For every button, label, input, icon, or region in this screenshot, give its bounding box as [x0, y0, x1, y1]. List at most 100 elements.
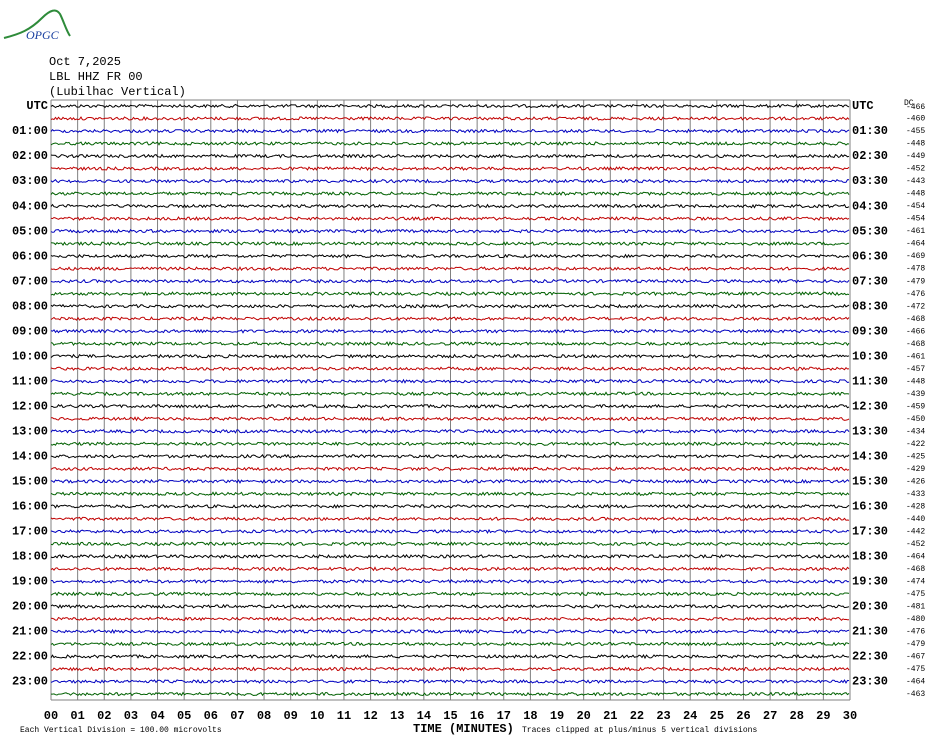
left-time-label: 22:00: [12, 650, 48, 664]
dc-offset: -426: [906, 477, 925, 486]
trace: [50, 115, 850, 121]
dc-offset: -480: [906, 615, 925, 624]
trace: [50, 328, 850, 334]
note: Each Vertical Division = 100.00 microvol…: [20, 726, 222, 735]
right-time-label: 22:30: [852, 650, 888, 664]
trace: [50, 566, 850, 572]
trace: [50, 266, 850, 272]
x-tick-label: 17: [497, 709, 511, 723]
dc-offset: -449: [906, 152, 925, 161]
x-tick-label: 12: [363, 709, 377, 723]
right-time-label: 01:30: [852, 124, 888, 138]
trace: [50, 553, 850, 559]
dc-offset: -474: [906, 578, 925, 587]
dc-offset: -472: [906, 302, 925, 311]
trace: [50, 541, 850, 547]
dc-offset: -454: [906, 202, 925, 211]
trace: [50, 466, 850, 472]
right-time-label: 17:30: [852, 525, 888, 539]
trace: [50, 616, 849, 622]
right-time-label: 02:30: [852, 149, 888, 163]
trace: [50, 228, 850, 234]
x-tick-label: 15: [443, 709, 457, 723]
trace: [50, 579, 850, 584]
trace: [50, 353, 850, 359]
right-time-label: 23:30: [852, 675, 888, 689]
right-time-label: 18:30: [852, 550, 888, 564]
trace: [50, 303, 850, 309]
x-tick-label: 11: [337, 709, 351, 723]
right-time-label: 06:30: [852, 249, 888, 263]
trace: [50, 391, 850, 397]
trace: [50, 341, 850, 347]
right-time-label: 13:30: [852, 424, 888, 438]
location: (Lubilhac Vertical): [49, 85, 186, 99]
dc-offset: -468: [906, 565, 925, 574]
dc-offset: -475: [906, 590, 925, 599]
dc-offset: -434: [906, 427, 925, 436]
right-time-label: 20:30: [852, 600, 888, 614]
date: Oct 7,2025: [49, 55, 121, 69]
trace: [50, 166, 850, 171]
trace: [50, 153, 850, 159]
left-time-label: 09:00: [12, 324, 48, 338]
dc-offset: -442: [906, 527, 925, 536]
right-time-label: 10:30: [852, 349, 888, 363]
dc-offset: -460: [906, 115, 925, 124]
left-time-label: 13:00: [12, 424, 48, 438]
trace: [50, 591, 850, 597]
left-time-label: 05:00: [12, 224, 48, 238]
x-tick-label: 02: [97, 709, 111, 723]
trace: [50, 278, 850, 284]
dc-offset: -450: [906, 415, 925, 424]
trace: [50, 441, 850, 447]
dc-offset: -429: [906, 465, 925, 474]
right-time-label: 14:30: [852, 449, 888, 463]
trace: [50, 366, 850, 372]
trace: [50, 241, 850, 247]
left-time-label: 16:00: [12, 500, 48, 514]
left-time-label: 07:00: [12, 274, 48, 288]
trace: [50, 666, 850, 672]
trace: [50, 141, 850, 146]
trace: [50, 203, 850, 209]
dc-offset: -479: [906, 277, 925, 286]
right-time-label: 03:30: [852, 174, 888, 188]
left-time-label: 06:00: [12, 249, 48, 263]
left-time-label: 18:00: [12, 550, 48, 564]
trace: [51, 416, 850, 422]
x-tick-label: 01: [70, 709, 84, 723]
x-tick-label: 30: [843, 709, 857, 723]
x-axis-label: TIME (MINUTES): [413, 722, 514, 736]
left-time-label: 12:00: [12, 399, 48, 413]
dc-offset: -443: [906, 177, 925, 186]
dc-offset: -448: [906, 140, 925, 149]
trace: [50, 603, 850, 609]
trace: [50, 503, 850, 509]
x-tick-label: 26: [736, 709, 750, 723]
x-tick-label: 27: [763, 709, 777, 723]
right-time-label: 19:30: [852, 575, 888, 589]
dc-offset: -475: [906, 665, 925, 674]
trace: [50, 378, 850, 384]
left-time-label: 04:00: [12, 199, 48, 213]
dc-offset: -461: [906, 227, 925, 236]
left-time-label: 11:00: [12, 374, 48, 388]
left-time-label: 08:00: [12, 299, 48, 313]
dc-offset: -478: [906, 265, 925, 274]
dc-offset: -461: [906, 352, 925, 361]
trace: [51, 691, 850, 697]
x-tick-label: 18: [523, 709, 537, 723]
dc-offset: -466: [906, 103, 925, 112]
left-time-label: 20:00: [12, 600, 48, 614]
x-tick-label: 10: [310, 709, 324, 723]
x-tick-label: 23: [656, 709, 670, 723]
dc-offset: -448: [906, 377, 925, 386]
dc-offset: -448: [906, 190, 925, 199]
dc-offset: -464: [906, 240, 925, 249]
trace: [50, 103, 850, 109]
x-tick-label: 19: [550, 709, 564, 723]
x-tick-label: 24: [683, 709, 697, 723]
right-time-label: UTC: [852, 99, 874, 113]
